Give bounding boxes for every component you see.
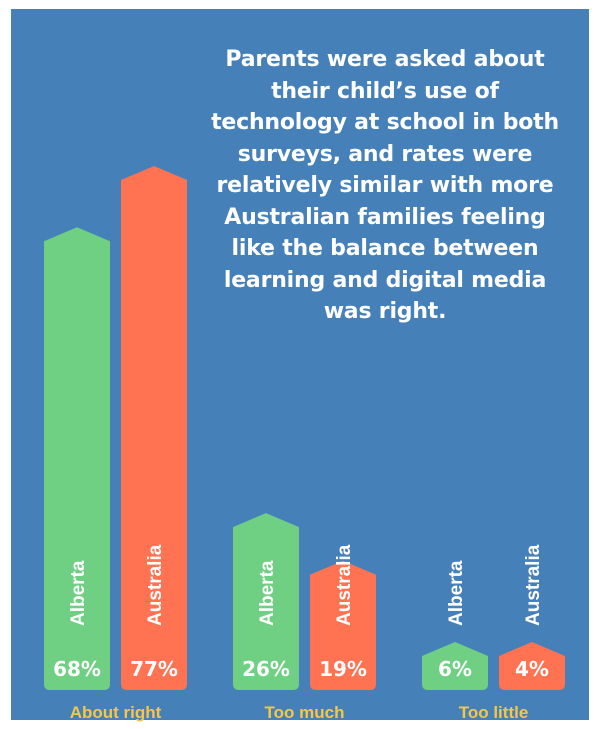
category-label-too-little: Too little (459, 703, 529, 722)
series-label-australia-too-little: Australia (523, 544, 544, 626)
chart-title: Parents were asked about their child’s u… (211, 47, 559, 324)
series-label-australia-about-right: Australia (145, 544, 166, 626)
bar-australia-too-little (499, 642, 565, 690)
bar-australia-about-right (121, 166, 187, 690)
series-label-alberta-too-little: Alberta (446, 560, 467, 626)
bar-australia-too-much (310, 560, 376, 690)
value-label-australia-too-little: 4% (515, 657, 549, 681)
bar-alberta-too-little (422, 642, 488, 690)
category-label-about-right: About right (70, 703, 162, 722)
value-label-alberta-too-little: 6% (438, 657, 472, 681)
category-label-too-much: Too much (265, 703, 345, 722)
series-label-alberta-about-right: Alberta (68, 560, 89, 626)
value-label-australia-about-right: 77% (130, 657, 178, 681)
series-label-australia-too-much: Australia (334, 544, 355, 626)
value-label-australia-too-much: 19% (319, 657, 367, 681)
value-label-alberta-about-right: 68% (53, 657, 101, 681)
bar-alberta-too-much (233, 513, 299, 690)
value-label-alberta-too-much: 26% (242, 657, 290, 681)
bar-alberta-about-right (44, 227, 110, 690)
series-label-alberta-too-much: Alberta (257, 560, 278, 626)
